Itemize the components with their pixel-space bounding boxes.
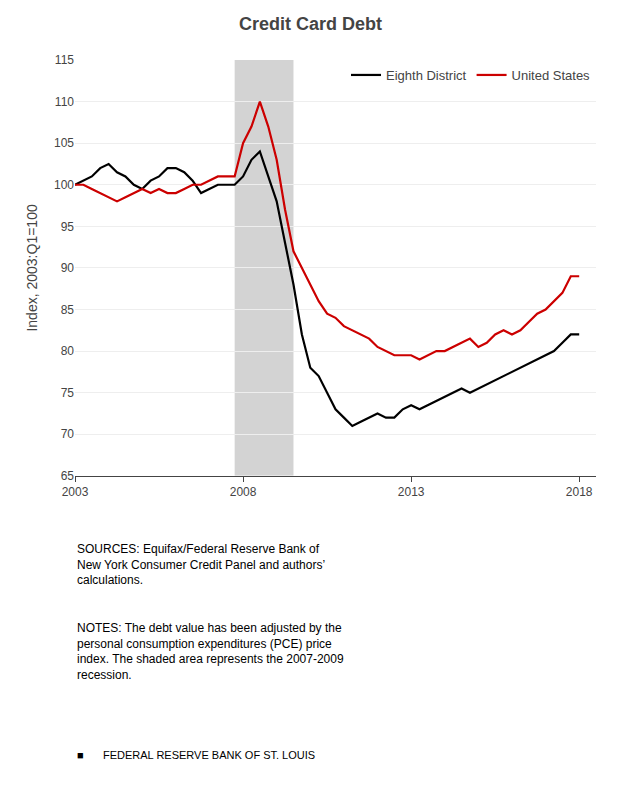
svg-text:United States: United States xyxy=(512,68,591,83)
svg-text:90: 90 xyxy=(61,261,75,275)
svg-text:75: 75 xyxy=(61,386,75,400)
svg-text:Credit Card Debt: Credit Card Debt xyxy=(239,14,382,34)
svg-text:Eighth District: Eighth District xyxy=(386,68,467,83)
svg-text:65: 65 xyxy=(61,469,75,483)
svg-text:115: 115 xyxy=(55,53,74,67)
svg-text:70: 70 xyxy=(61,427,75,441)
svg-text:Index, 2003:Q1=100: Index, 2003:Q1=100 xyxy=(24,204,40,331)
svg-text:110: 110 xyxy=(55,95,74,109)
svg-text:SOURCES: Equifax/Federal Reser: SOURCES: Equifax/Federal Reserve Bank of… xyxy=(77,542,325,587)
svg-text:■: ■ xyxy=(77,749,84,761)
svg-text:95: 95 xyxy=(61,220,75,234)
svg-text:FEDERAL RESERVE BANK OF ST. LO: FEDERAL RESERVE BANK OF ST. LOUIS xyxy=(103,749,315,761)
svg-text:2003: 2003 xyxy=(62,485,89,499)
svg-text:NOTES: The debt value has been: NOTES: The debt value has been adjusted … xyxy=(77,621,344,682)
svg-text:80: 80 xyxy=(61,344,75,358)
svg-text:2008: 2008 xyxy=(230,485,257,499)
svg-text:2018: 2018 xyxy=(566,485,593,499)
svg-text:100: 100 xyxy=(54,178,74,192)
svg-text:2013: 2013 xyxy=(398,485,425,499)
svg-text:105: 105 xyxy=(54,136,74,150)
svg-text:85: 85 xyxy=(61,303,75,317)
